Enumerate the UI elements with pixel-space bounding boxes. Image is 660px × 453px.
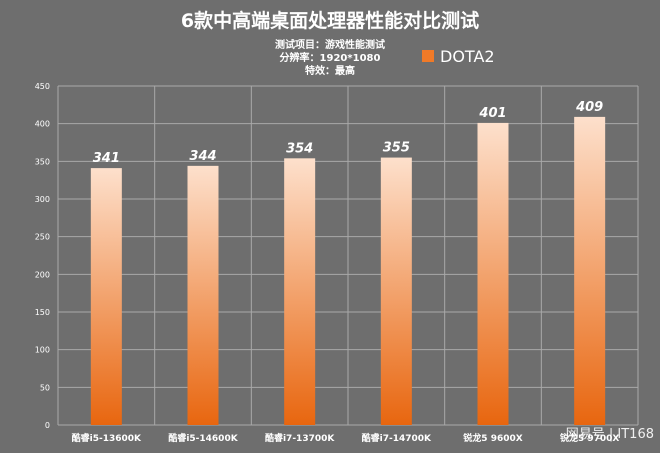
bars xyxy=(90,116,606,426)
legend-label: DOTA2 xyxy=(440,47,495,66)
legend-swatch xyxy=(422,50,434,62)
y-tick-label: 100 xyxy=(35,346,50,355)
y-tick-label: 350 xyxy=(35,157,50,166)
data-label-0: 341 xyxy=(93,151,120,166)
data-label-1: 344 xyxy=(189,149,216,164)
bar-0 xyxy=(90,168,122,425)
x-axis-labels: 酷睿i5-13600K 酷睿i5-14600K 酷睿i7-13700K 酷睿i7-14… xyxy=(72,432,620,444)
x-tick-label-3: 酷睿i7-14700K xyxy=(362,432,432,444)
y-tick-label: 50 xyxy=(40,383,50,392)
data-label-3: 355 xyxy=(383,141,410,156)
chart-subtitle-line-3: 特效：最高 xyxy=(305,64,355,77)
chart-subtitle-line-1: 测试项目：游戏性能测试 xyxy=(275,38,385,51)
y-tick-label: 450 xyxy=(35,82,50,91)
y-tick-label: 300 xyxy=(35,195,50,204)
y-tick-label: 150 xyxy=(35,308,50,317)
data-labels: 341 344 354 355 401 409 xyxy=(93,100,603,166)
x-tick-label-0: 酷睿i5-13600K xyxy=(72,432,142,444)
watermark: 网易号 | IT168 xyxy=(566,427,654,442)
bar-2 xyxy=(284,158,316,425)
legend: DOTA2 xyxy=(422,47,495,66)
chart-title: 6款中高端桌面处理器性能对比测试 xyxy=(181,9,479,32)
grid xyxy=(57,85,639,426)
chart-subtitle-line-2: 分辨率：1920*1080 xyxy=(280,51,381,64)
bar-4 xyxy=(477,122,509,425)
data-label-5: 409 xyxy=(575,100,603,115)
data-label-2: 354 xyxy=(286,141,313,156)
y-tick-label: 200 xyxy=(35,270,50,279)
x-tick-label-5: 锐龙5 9700X xyxy=(560,432,619,444)
x-tick-label-2: 酷睿i7-13700K xyxy=(265,432,335,444)
bar-3 xyxy=(380,157,412,426)
x-tick-label-1: 酷睿i5-14600K xyxy=(168,432,238,444)
y-tick-label: 400 xyxy=(35,120,50,129)
bar-5 xyxy=(574,116,606,426)
y-tick-label: 0 xyxy=(45,421,50,430)
bar-1 xyxy=(187,165,219,425)
data-label-4: 401 xyxy=(478,106,506,121)
y-tick-label: 250 xyxy=(35,233,50,242)
y-axis-ticks: 0 50 100 150 200 250 300 350 400 450 xyxy=(35,82,50,430)
x-tick-label-4: 锐龙5 9600X xyxy=(463,432,522,444)
